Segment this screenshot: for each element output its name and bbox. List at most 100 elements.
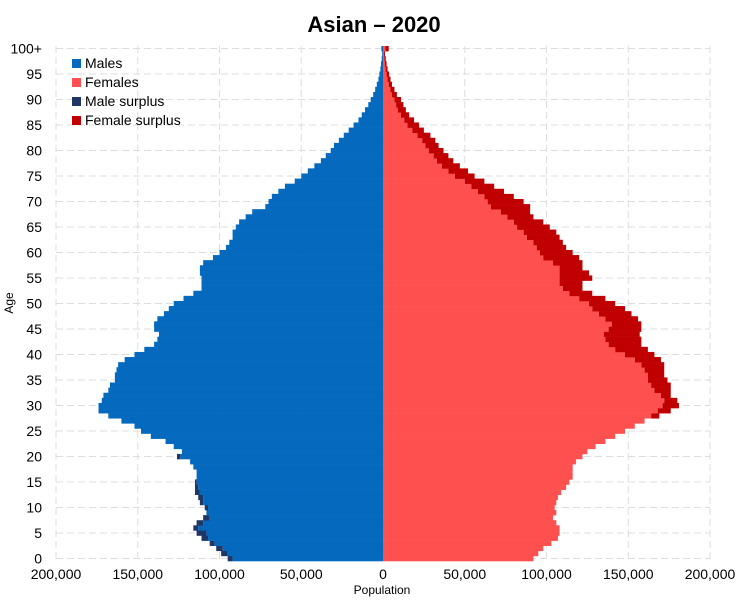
female-surplus-bar [662, 402, 679, 409]
female-bar [383, 545, 544, 552]
female-surplus-bar [664, 397, 678, 404]
female-surplus-bar [559, 270, 590, 276]
male-bar [201, 280, 383, 286]
female-bar [383, 489, 562, 496]
male-surplus-legend-label: Male surplus [85, 93, 164, 109]
male-surplus-bar [204, 504, 209, 511]
female-bar [383, 163, 442, 169]
female-bar [383, 540, 552, 547]
x-tick-label: 200,000 [31, 566, 82, 582]
female-bar [383, 443, 596, 450]
male-surplus-bar [176, 453, 181, 460]
female-bar [383, 408, 658, 414]
female-bar [383, 438, 606, 445]
females-legend-label: Females [85, 74, 139, 90]
male-bar [203, 499, 383, 506]
female-surplus-bar [388, 81, 392, 88]
male-bar [199, 270, 383, 276]
female-surplus-bar [589, 300, 616, 307]
male-bar [265, 204, 383, 210]
female-surplus-bar [500, 209, 531, 215]
female-bar [383, 102, 397, 108]
female-surplus-bar [397, 107, 406, 113]
female-surplus-bar [412, 127, 424, 133]
male-bar [227, 550, 383, 557]
female-bar [383, 433, 616, 439]
female-surplus-bar [448, 168, 469, 174]
male-bar [196, 469, 383, 475]
male-bar [330, 147, 383, 154]
y-tick-label: 70 [26, 194, 42, 210]
female-surplus-bar [471, 183, 495, 190]
female-bar [383, 484, 567, 490]
female-bar [383, 306, 593, 312]
female-surplus-bar [433, 153, 449, 159]
male-bar [165, 438, 383, 445]
female-bar [383, 351, 625, 358]
male-bar [98, 408, 383, 414]
female-surplus-bar [526, 234, 560, 241]
female-bar [383, 270, 560, 276]
female-bar [383, 244, 537, 251]
female-surplus-bar [428, 147, 444, 154]
female-bar [383, 453, 583, 460]
male-bar [183, 295, 383, 302]
female-surplus-bar [436, 158, 454, 164]
y-tick-label: 0 [34, 550, 42, 566]
population-bars [98, 46, 679, 562]
female-surplus-bar [417, 132, 431, 139]
female-bar [383, 510, 557, 516]
male-bar [203, 260, 383, 266]
male-bar [114, 377, 384, 383]
male-bar [209, 515, 383, 521]
female-bar [383, 326, 609, 332]
x-tick-label: 100,000 [194, 566, 245, 582]
female-surplus-bar [592, 306, 625, 312]
male-bar [198, 484, 383, 490]
male-bar [141, 428, 383, 434]
male-bar [118, 362, 383, 368]
female-surplus-bar [641, 362, 665, 368]
female-surplus-bar [634, 357, 661, 363]
female-surplus-bar [383, 51, 385, 57]
female-bar [383, 204, 491, 210]
female-surplus-bar [464, 178, 485, 184]
male-bar [154, 326, 383, 332]
female-surplus-bar [477, 188, 504, 195]
male-surplus-bar [201, 535, 209, 541]
female-surplus-bar [611, 321, 642, 327]
male-surplus-bar [227, 555, 233, 562]
male-bar [301, 173, 383, 179]
female-bar [383, 499, 557, 506]
female-bar [383, 280, 560, 286]
male-bar [343, 132, 383, 139]
female-surplus-bar [608, 341, 642, 348]
male-bar [353, 122, 383, 128]
male-bar [208, 504, 383, 511]
y-tick-label: 5 [34, 525, 42, 541]
female-surplus-bar [660, 392, 671, 399]
female-bar [383, 341, 609, 348]
female-bar [383, 158, 437, 164]
male-bar [361, 112, 383, 118]
male-bar [206, 530, 383, 536]
female-bar [383, 183, 472, 190]
female-surplus-bar [385, 66, 388, 72]
male-bar [381, 46, 383, 52]
female-surplus-bar [396, 102, 404, 108]
male-bar [150, 433, 383, 439]
female-bar [383, 66, 386, 72]
male-bar [232, 555, 383, 562]
female-bar [383, 127, 413, 133]
female-bar [383, 91, 392, 98]
x-tick-label: 50,000 [280, 566, 323, 582]
female-surplus-bar [651, 382, 671, 388]
male-surplus-bar [194, 484, 199, 490]
female-bar [383, 132, 418, 139]
male-bar [370, 96, 383, 103]
female-bar [383, 346, 616, 353]
female-bar [383, 275, 560, 281]
male-surplus-bar [196, 530, 207, 536]
female-surplus-bar [569, 290, 593, 297]
